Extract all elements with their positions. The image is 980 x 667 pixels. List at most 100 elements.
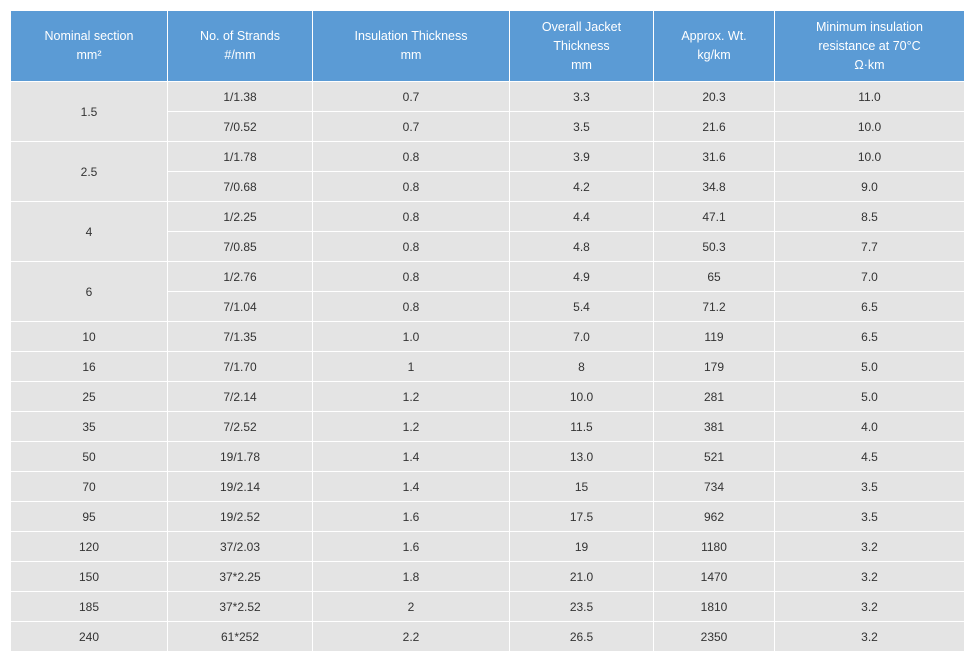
cell-insulation: 1.8	[312, 561, 510, 592]
header-nominal-section: Nominal section mm²	[10, 10, 168, 82]
cell-jacket: 4.2	[509, 171, 654, 202]
cell-resistance: 7.7	[774, 231, 965, 262]
cell-resistance: 3.2	[774, 621, 965, 652]
cell-nominal-section: 50	[10, 441, 168, 472]
cell-strands: 7/2.14	[167, 381, 313, 412]
table-row: 7/0.85 0.8 4.8 50.3 7.7	[11, 231, 965, 262]
table-row: 50 19/1.78 1.4 13.0 521 4.5	[10, 441, 965, 472]
cell-nominal-section: 35	[10, 411, 168, 442]
cell-strands: 7/2.52	[167, 411, 313, 442]
table-header: Nominal section mm² No. of Strands #/mm Insu…	[10, 10, 965, 82]
cell-insulation: 1	[312, 351, 510, 382]
cell-weight: 281	[653, 381, 775, 412]
table-row: 6 1/2.76 0.8 4.9 65 7.0	[10, 261, 965, 322]
cell-weight: 20.3	[653, 81, 775, 112]
cell-insulation: 0.8	[312, 141, 510, 172]
cell-nominal-section: 6	[10, 261, 168, 322]
table-row: 240 61*252 2.2 26.5 2350 3.2	[10, 621, 965, 652]
cell-insulation: 1.0	[312, 321, 510, 352]
table-row: 70 19/2.14 1.4 15 734 3.5	[10, 471, 965, 502]
table-row: 10 7/1.35 1.0 7.0 119 6.5	[10, 321, 965, 352]
cell-insulation: 0.8	[312, 201, 510, 232]
cell-weight: 119	[653, 321, 775, 352]
cell-strands: 37/2.03	[167, 531, 313, 562]
header-strands: No. of Strands #/mm	[167, 10, 313, 82]
header-line: kg/km	[697, 48, 731, 62]
cell-resistance: 4.0	[774, 411, 965, 442]
table-row: 35 7/2.52 1.2 11.5 381 4.0	[10, 411, 965, 442]
cell-insulation: 1.6	[312, 501, 510, 532]
cell-insulation: 0.8	[312, 231, 510, 262]
cell-resistance: 3.5	[774, 471, 965, 502]
table-row: 7/0.52 0.7 3.5 21.6 10.0	[11, 111, 965, 142]
cell-nominal-section: 95	[10, 501, 168, 532]
table-row: 7/1.04 0.8 5.4 71.2 6.5	[11, 291, 965, 322]
cell-insulation: 1.4	[312, 441, 510, 472]
cell-strands: 7/0.85	[167, 231, 313, 262]
cell-jacket: 8	[509, 351, 654, 382]
cell-jacket: 4.9	[509, 261, 654, 292]
cell-jacket: 21.0	[509, 561, 654, 592]
table-row: 150 37*2.25 1.8 21.0 1470 3.2	[10, 561, 965, 592]
cell-strands: 7/1.04	[167, 291, 313, 322]
cell-weight: 1810	[653, 591, 775, 622]
cell-insulation: 0.7	[312, 111, 510, 142]
cell-jacket: 10.0	[509, 381, 654, 412]
table-row: 16 7/1.70 1 8 179 5.0	[10, 351, 965, 382]
cell-nominal-section: 2.5	[10, 141, 168, 202]
cell-resistance: 11.0	[774, 81, 965, 112]
cell-weight: 734	[653, 471, 775, 502]
table-body: 1.5 1/1.38 0.7 3.3 20.3 11.0 7/0.52 0.7 3.5 21.6 1…	[10, 81, 965, 652]
header-line: Nominal section	[44, 29, 134, 43]
cell-insulation: 0.8	[312, 171, 510, 202]
cell-strands: 1/2.76	[167, 261, 313, 292]
cell-resistance: 10.0	[774, 111, 965, 142]
cell-resistance: 6.5	[774, 291, 965, 322]
header-jacket-thickness: Overall Jacket Thickness mm	[509, 10, 654, 82]
cell-jacket: 13.0	[509, 441, 654, 472]
cell-resistance: 5.0	[774, 381, 965, 412]
header-line: mm²	[76, 48, 102, 62]
cell-strands: 1/2.25	[167, 201, 313, 232]
cell-resistance: 10.0	[774, 141, 965, 172]
cell-jacket: 4.8	[509, 231, 654, 262]
cell-jacket: 17.5	[509, 501, 654, 532]
cell-strands: 19/2.52	[167, 501, 313, 532]
cell-nominal-section: 1.5	[10, 81, 168, 142]
cell-resistance: 7.0	[774, 261, 965, 292]
header-approx-weight: Approx. Wt. kg/km	[653, 10, 775, 82]
header-line: Thickness	[553, 38, 610, 53]
cell-jacket: 11.5	[509, 411, 654, 442]
cell-strands: 7/1.70	[167, 351, 313, 382]
table-row: 2.5 1/1.78 0.8 3.9 31.6 10.0	[10, 141, 965, 202]
cell-weight: 71.2	[653, 291, 775, 322]
table-row: 25 7/2.14 1.2 10.0 281 5.0	[10, 381, 965, 412]
cell-nominal-section: 16	[10, 351, 168, 382]
cell-strands: 19/2.14	[167, 471, 313, 502]
table-row: 120 37/2.03 1.6 19 1180 3.2	[10, 531, 965, 562]
header-insulation-thickness: Insulation Thickness mm	[312, 10, 510, 82]
cell-insulation: 0.7	[312, 81, 510, 112]
cell-jacket: 23.5	[509, 591, 654, 622]
cell-resistance: 8.5	[774, 201, 965, 232]
header-line: No. of Strands	[200, 29, 280, 43]
cell-nominal-section: 240	[10, 621, 168, 652]
cell-insulation: 0.8	[312, 291, 510, 322]
header-line: Insulation Thickness	[354, 29, 468, 43]
cable-spec-table: Nominal section mm² No. of Strands #/mm Insu…	[10, 10, 965, 652]
cell-strands: 37*2.52	[167, 591, 313, 622]
cell-weight: 2350	[653, 621, 775, 652]
cell-strands: 1/1.38	[167, 81, 313, 112]
cell-resistance: 6.5	[774, 321, 965, 352]
table-row: 185 37*2.52 2 23.5 1810 3.2	[10, 591, 965, 622]
cell-insulation: 1.6	[312, 531, 510, 562]
cell-weight: 34.8	[653, 171, 775, 202]
cell-resistance: 9.0	[774, 171, 965, 202]
cell-insulation: 1.2	[312, 411, 510, 442]
cell-jacket: 3.9	[509, 141, 654, 172]
cell-jacket: 4.4	[509, 201, 654, 232]
cell-nominal-section: 70	[10, 471, 168, 502]
cell-jacket: 15	[509, 471, 654, 502]
cell-weight: 521	[653, 441, 775, 472]
header-line: Minimum insulation	[816, 19, 923, 34]
